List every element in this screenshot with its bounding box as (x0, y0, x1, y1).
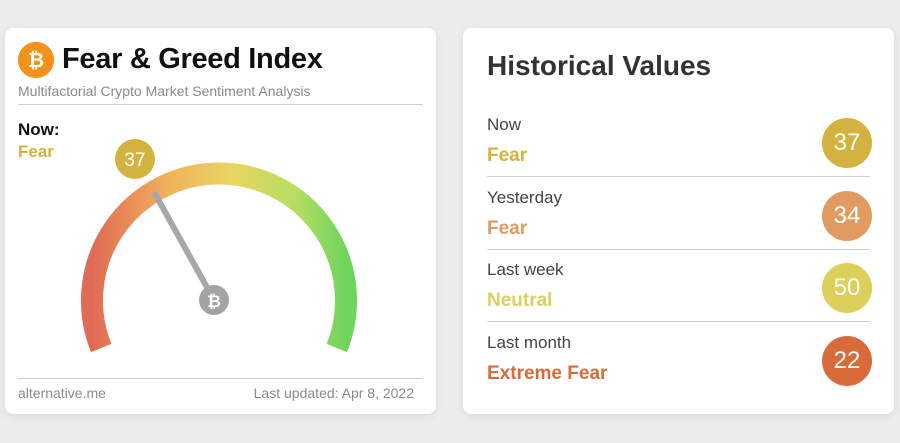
history-row-last-month: Last month Extreme Fear 22 (487, 333, 872, 405)
history-row-value-badge: 37 (822, 118, 872, 168)
fear-greed-index-card: ₿ Fear & Greed Index Multifactorial Cryp… (5, 28, 436, 414)
svg-text:₿: ₿ (28, 48, 44, 72)
now-classification: Fear (18, 142, 54, 161)
value-bubble-text: 37 (124, 150, 145, 171)
now-label: Now: (18, 120, 60, 139)
historical-values-card: Historical Values Now Fear 37 Yesterday … (463, 28, 894, 414)
sentiment-gauge: 37 ₿ (81, 139, 357, 353)
history-row-classification: Fear (487, 145, 528, 166)
divider (18, 378, 423, 379)
value-bubble: 37 (115, 139, 155, 179)
gauge-needle (152, 191, 217, 303)
page-subtitle: Multifactorial Crypto Market Sentiment A… (18, 83, 311, 99)
history-row-last-week: Last week Neutral 50 (487, 260, 872, 332)
divider (18, 104, 423, 105)
bitcoin-logo-icon: ₿ (18, 42, 54, 78)
history-row-label: Yesterday (487, 188, 562, 207)
history-row-label: Last month (487, 333, 572, 352)
history-row-classification: Fear (487, 218, 528, 239)
page-title: Fear & Greed Index (62, 43, 323, 75)
divider (487, 249, 870, 250)
history-row-label: Last week (487, 260, 564, 279)
needle-hub-bitcoin-icon: ₿ (199, 285, 229, 315)
divider (487, 321, 870, 322)
gauge-arc (81, 162, 357, 353)
history-row-classification: Neutral (487, 290, 553, 311)
source-link[interactable]: alternative.me (18, 385, 106, 401)
last-updated: Last updated: Apr 8, 2022 (253, 385, 414, 401)
history-row-now: Now Fear 37 (487, 115, 872, 187)
history-row-value-badge: 34 (822, 191, 872, 241)
svg-text:₿: ₿ (207, 292, 221, 312)
history-row-value-badge: 22 (822, 336, 872, 386)
history-row-label: Now (487, 115, 522, 134)
history-row-value-badge: 50 (822, 263, 872, 313)
historical-values-title: Historical Values (487, 50, 712, 81)
history-row-yesterday: Yesterday Fear 34 (487, 188, 872, 260)
history-row-classification: Extreme Fear (487, 363, 608, 384)
divider (487, 176, 870, 177)
